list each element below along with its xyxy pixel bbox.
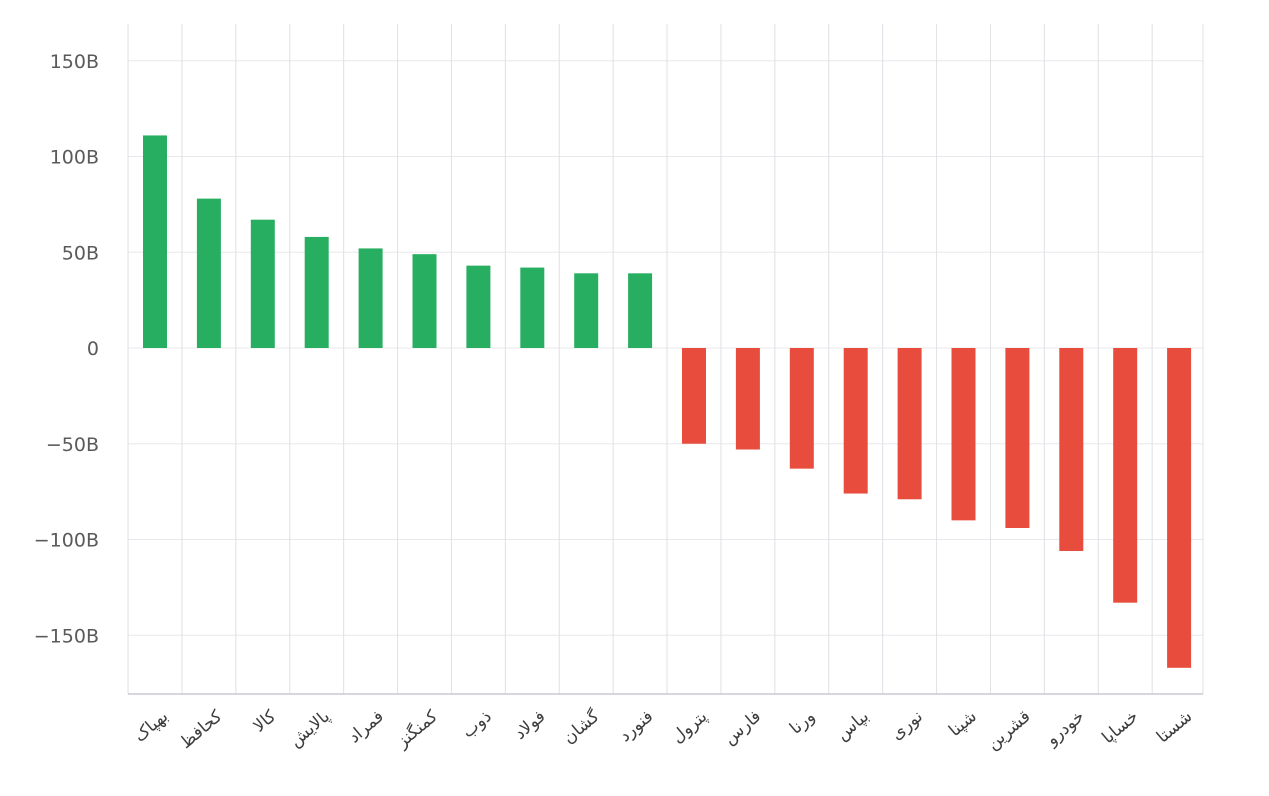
x-tick-label: قشرین xyxy=(983,707,1034,755)
bar-17[interactable] xyxy=(1005,348,1030,529)
x-tick-label: خساپا xyxy=(1098,707,1142,749)
y-tick-label: 150B xyxy=(50,51,99,73)
bar-6[interactable] xyxy=(412,254,437,348)
vertical-gridlines xyxy=(127,24,1204,694)
bar-8[interactable] xyxy=(520,267,545,348)
x-tick-label: ورنا xyxy=(786,707,819,739)
x-tick-label: کحافظ xyxy=(176,706,227,753)
x-tick-label: شستا xyxy=(1153,707,1196,748)
bar-5[interactable] xyxy=(358,248,383,348)
x-tick-label: کمنگنز xyxy=(391,705,442,752)
bar-18[interactable] xyxy=(1059,348,1084,551)
bar-13[interactable] xyxy=(789,348,814,469)
bar-4[interactable] xyxy=(304,236,329,348)
bar-7[interactable] xyxy=(466,265,491,348)
bar-20[interactable] xyxy=(1167,348,1192,668)
bars xyxy=(143,135,1192,668)
x-tick-label: فارس xyxy=(720,707,765,749)
x-axis-tick-labels: بهپاک کحافظ کالا پالایش فمراد کمنگنز ذوب فولاد گ… xyxy=(130,705,1196,754)
x-tick-label: فولاد xyxy=(510,707,549,744)
bar-19[interactable] xyxy=(1113,348,1138,603)
x-tick-label: شپنا xyxy=(945,707,981,741)
x-tick-label: ذوب xyxy=(458,707,495,743)
bar-12[interactable] xyxy=(735,348,760,450)
y-tick-label: 0 xyxy=(87,338,99,360)
x-tick-label: نوری xyxy=(887,707,927,745)
bar-16[interactable] xyxy=(951,348,976,521)
y-tick-label: 50B xyxy=(62,242,99,264)
x-tick-label: خودرو xyxy=(1042,707,1089,751)
y-tick-label: 100B xyxy=(50,147,99,169)
bar-11[interactable] xyxy=(682,348,706,444)
bar-2[interactable] xyxy=(196,198,221,348)
x-tick-label: کالا xyxy=(250,706,281,737)
bar-9[interactable] xyxy=(574,273,599,348)
bar-14[interactable] xyxy=(843,348,868,494)
x-tick-label: بهپاک xyxy=(130,707,172,747)
y-tick-label: −150B xyxy=(34,625,99,647)
y-axis-tick-labels: 150B 100B 50B 0 −50B −100B −150B xyxy=(34,51,99,648)
x-tick-label: بپاس xyxy=(833,707,873,745)
bar-15[interactable] xyxy=(897,348,922,500)
bar-10[interactable] xyxy=(628,273,653,348)
bar-3[interactable] xyxy=(250,219,275,348)
bar-1[interactable] xyxy=(143,135,167,348)
x-tick-label: پترول xyxy=(668,706,712,747)
y-tick-label: −50B xyxy=(46,434,99,456)
y-tick-label: −100B xyxy=(34,530,99,552)
x-tick-label: پالایش xyxy=(286,706,334,751)
x-tick-label: فمراد xyxy=(345,707,388,748)
x-tick-label: فنورد xyxy=(615,707,657,747)
x-tick-label: گشان xyxy=(559,705,605,748)
